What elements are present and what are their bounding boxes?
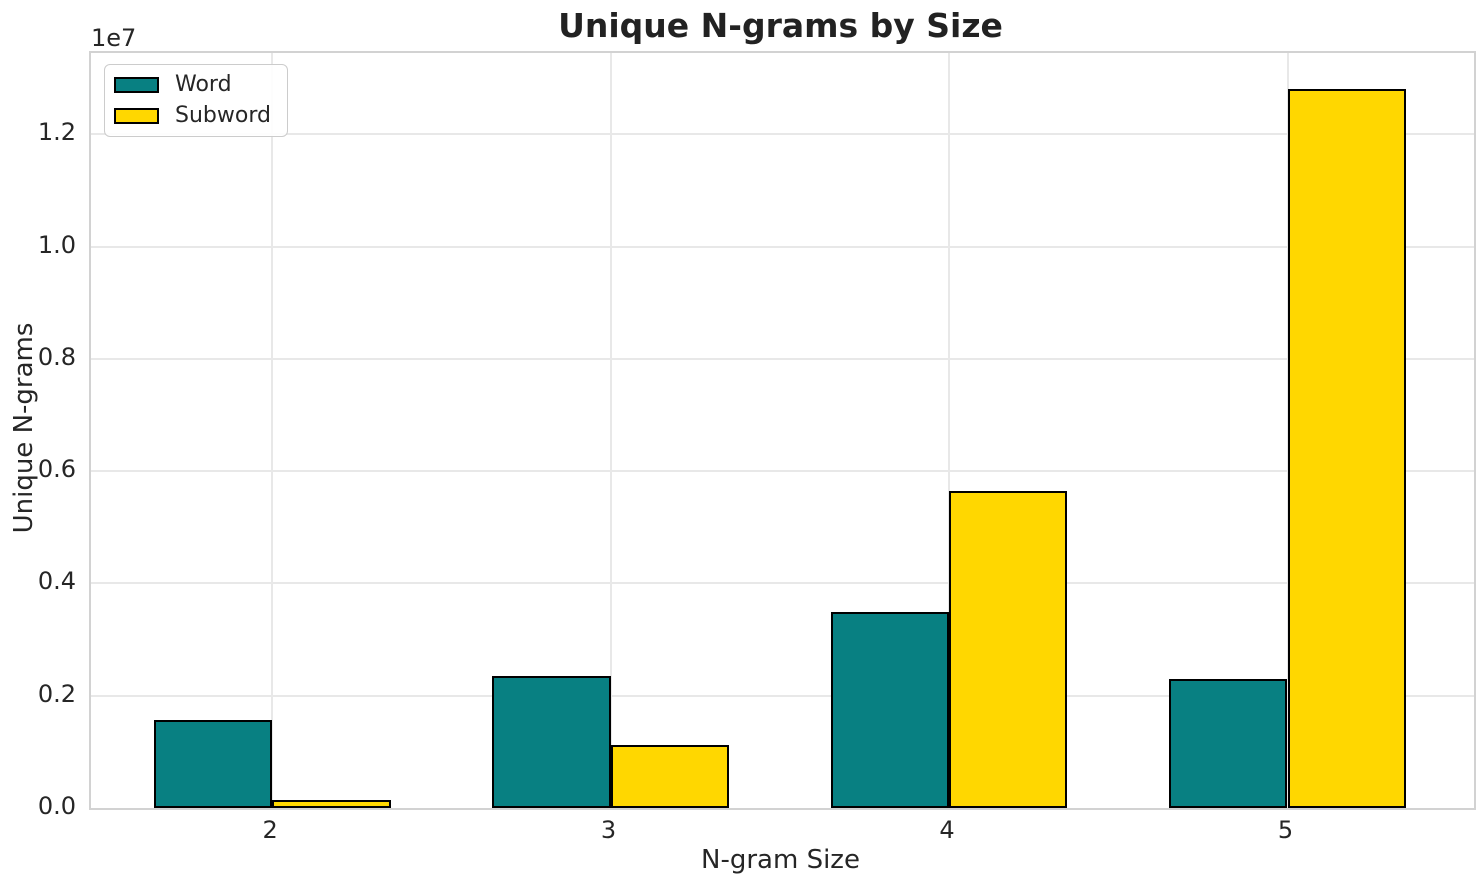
bar-word-2 — [153, 720, 273, 808]
v-gridline — [609, 53, 612, 808]
v-gridline — [271, 53, 274, 808]
bar-subword-5 — [1287, 89, 1406, 808]
legend-item-word: Word — [114, 72, 271, 98]
legend: Word Subword — [104, 64, 288, 137]
x-axis-label: N-gram Size — [701, 845, 860, 875]
h-gridline — [91, 694, 1474, 697]
legend-swatch-subword — [114, 108, 159, 124]
h-gridline — [91, 245, 1474, 248]
bar-subword-4 — [949, 490, 1068, 808]
y-tick-label: 0.8 — [37, 342, 76, 371]
legend-label: Subword — [175, 103, 271, 128]
y-axis-offset-text: 1e7 — [91, 24, 137, 52]
bar-subword-2 — [272, 800, 391, 808]
y-tick-label: 0.4 — [37, 567, 76, 596]
x-tick-label: 2 — [262, 816, 278, 844]
h-gridline — [91, 582, 1474, 585]
bar-word-4 — [830, 611, 950, 808]
x-tick-label: 3 — [600, 816, 617, 844]
legend-item-subword: Subword — [114, 103, 271, 129]
x-tick-label: 5 — [1277, 816, 1294, 844]
legend-swatch-word — [114, 77, 159, 93]
chart-title: Unique N-grams by Size — [558, 6, 1003, 45]
h-gridline — [91, 357, 1474, 360]
bar-word-3 — [492, 676, 611, 808]
y-tick-label: 0.2 — [37, 679, 76, 708]
bar-word-5 — [1169, 679, 1288, 808]
y-tick-label: 1.2 — [37, 118, 76, 147]
v-gridline — [948, 53, 951, 808]
plot-area: Word Subword — [89, 51, 1476, 810]
h-gridline — [91, 470, 1474, 473]
x-tick-label: 4 — [939, 816, 955, 844]
h-gridline — [91, 133, 1474, 136]
bar-subword-3 — [610, 744, 729, 808]
legend-label: Word — [175, 72, 232, 97]
y-tick-label: 0.6 — [37, 455, 76, 484]
y-tick-label: 1.0 — [37, 230, 76, 259]
y-tick-label: 0.0 — [37, 792, 76, 820]
